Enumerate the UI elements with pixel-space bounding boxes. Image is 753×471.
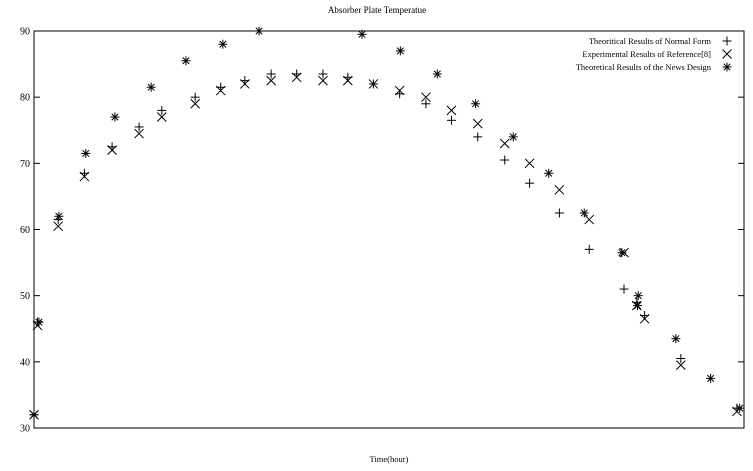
y-tick-label: 50 <box>20 291 30 302</box>
data-point <box>215 85 226 96</box>
data-point <box>218 39 228 49</box>
y-tick-label: 80 <box>20 93 30 104</box>
data-point <box>676 354 686 364</box>
data-point <box>579 208 589 218</box>
data-point <box>544 168 554 178</box>
y-tick-label: 30 <box>20 424 30 435</box>
series-layer <box>29 26 745 420</box>
data-point <box>134 122 144 132</box>
data-point <box>53 221 63 232</box>
data-point <box>394 85 405 96</box>
data-point <box>617 248 627 258</box>
chart-title: Absorber Plate Temperatue <box>328 5 426 15</box>
data-point <box>107 145 117 155</box>
data-point <box>671 334 681 344</box>
data-point <box>706 373 716 383</box>
data-point <box>134 128 144 139</box>
legend-marker <box>722 62 732 72</box>
data-point <box>421 92 431 103</box>
legend-label: Theoritical Results of Normal Form <box>589 36 712 46</box>
data-point <box>446 105 457 116</box>
data-point <box>525 178 535 188</box>
data-point <box>357 29 367 39</box>
data-point <box>473 132 483 142</box>
y-tick-label: 60 <box>20 225 30 236</box>
y-tick-label: 90 <box>20 27 30 38</box>
data-point <box>156 112 167 122</box>
data-point <box>190 98 201 109</box>
legend-marker <box>722 49 732 59</box>
legend-label: Theoretical Results of the News Design <box>576 62 712 72</box>
y-tick-label: 70 <box>20 159 30 170</box>
x-axis-label: Time(hour) <box>370 454 409 464</box>
data-point <box>240 79 250 89</box>
data-point <box>254 26 264 36</box>
data-point <box>471 99 481 109</box>
data-point <box>633 291 643 301</box>
data-point <box>395 46 405 56</box>
legend: Theoritical Results of Normal Form Experi… <box>576 36 732 72</box>
data-point <box>472 118 483 129</box>
legend-label: Experimental Results of Reference[8] <box>582 49 711 59</box>
data-point <box>619 284 629 294</box>
data-point <box>554 208 564 218</box>
data-point <box>54 211 64 221</box>
data-point <box>79 171 90 182</box>
data-point <box>500 155 510 165</box>
data-point <box>446 115 456 125</box>
data-point <box>34 317 44 327</box>
data-point <box>584 214 595 225</box>
data-point <box>735 403 745 413</box>
data-point <box>342 75 353 86</box>
data-point <box>639 313 650 324</box>
legend-marker <box>722 36 732 46</box>
data-point <box>29 410 39 420</box>
data-point <box>266 69 276 79</box>
data-point <box>81 148 91 158</box>
series-3 <box>29 26 745 420</box>
data-point <box>266 75 276 86</box>
data-point <box>524 158 535 169</box>
data-point <box>508 132 518 142</box>
data-point <box>584 244 594 254</box>
data-point <box>633 301 642 311</box>
data-point <box>421 99 431 109</box>
data-point <box>110 112 120 122</box>
data-point <box>291 72 302 83</box>
data-point <box>554 184 565 195</box>
data-point <box>432 69 442 79</box>
data-point <box>368 79 379 89</box>
data-point <box>157 105 167 115</box>
data-point <box>499 138 510 149</box>
data-point <box>675 360 686 370</box>
data-point <box>146 82 156 92</box>
data-point <box>190 92 200 102</box>
data-point <box>318 69 328 79</box>
data-point <box>318 75 328 86</box>
y-axis: 30 40 50 60 70 80 90 <box>20 27 744 435</box>
data-point <box>181 56 191 66</box>
y-tick-label: 40 <box>20 357 30 368</box>
